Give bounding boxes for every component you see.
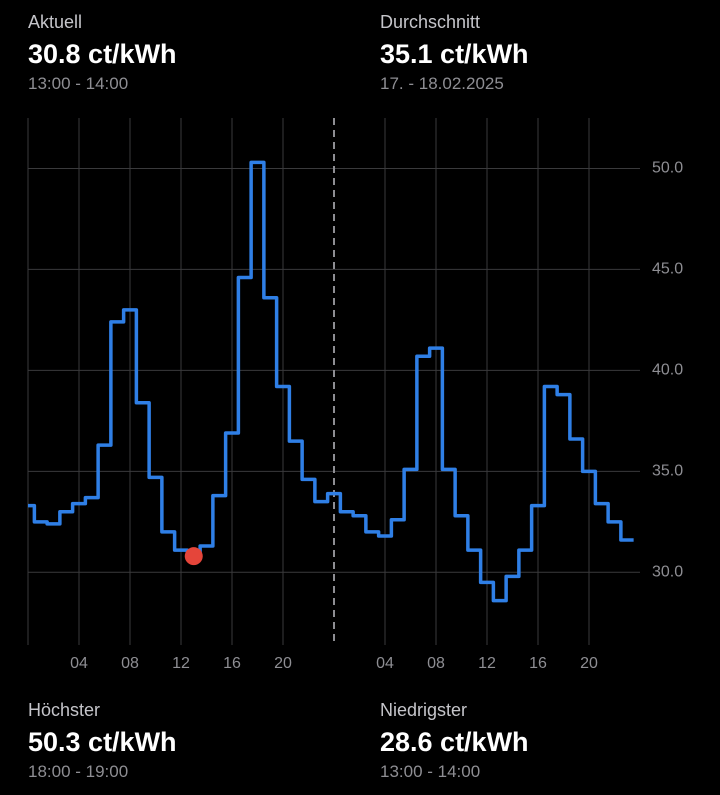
y-tick-label: 30.0 [652,564,683,581]
price-line [28,160,634,603]
stat-average: Durchschnitt 35.1 ct/kWh 17. - 18.02.202… [380,12,529,94]
x-tick-label: 04 [376,655,394,672]
y-tick-label: 35.0 [652,463,683,480]
x-tick-label: 16 [529,655,547,672]
stat-highest: Höchster 50.3 ct/kWh 18:00 - 19:00 [28,700,177,782]
x-tick-label: 20 [274,655,292,672]
stat-label: Aktuell [28,12,83,32]
stat-time: 13:00 - 14:00 [380,762,481,781]
stat-label: Niedrigster [380,700,468,720]
x-tick-label: 16 [223,655,241,672]
stat-value: 35.1 ct/kWh [380,39,529,69]
stat-time: 13:00 - 14:00 [28,74,129,93]
x-tick-label: 04 [70,655,88,672]
y-tick-label: 50.0 [652,160,683,177]
x-tick-label: 08 [121,655,139,672]
x-tick-label: 12 [478,655,496,672]
stat-value: 28.6 ct/kWh [380,727,529,757]
stat-value: 30.8 ct/kWh [28,39,177,69]
current-marker [184,547,203,566]
stat-current: Aktuell 30.8 ct/kWh 13:00 - 14:00 [28,12,177,94]
stat-time: 17. - 18.02.2025 [380,74,504,93]
y-tick-label: 45.0 [652,261,683,278]
y-tick-label: 40.0 [652,362,683,379]
x-tick-label: 12 [172,655,190,672]
stat-label: Höchster [28,700,101,720]
stat-label: Durchschnitt [380,12,481,32]
stat-lowest: Niedrigster 28.6 ct/kWh 13:00 - 14:00 [380,700,529,782]
chart: 30.0 35.0 40.0 45.0 50.0 04 08 12 16 20 04 08 12 16 20 [27,118,683,672]
stat-value: 50.3 ct/kWh [28,727,177,757]
stat-time: 18:00 - 19:00 [28,762,129,781]
x-tick-label: 08 [427,655,445,672]
x-tick-label: 20 [580,655,598,672]
